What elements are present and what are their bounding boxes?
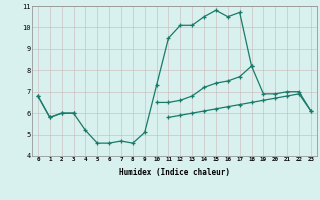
X-axis label: Humidex (Indice chaleur): Humidex (Indice chaleur)	[119, 168, 230, 177]
